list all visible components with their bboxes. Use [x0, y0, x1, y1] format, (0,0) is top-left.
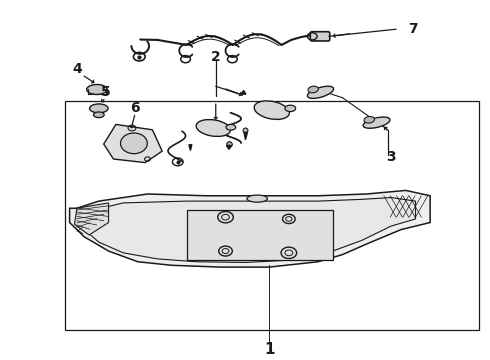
Ellipse shape — [121, 133, 147, 154]
Ellipse shape — [308, 86, 318, 93]
Ellipse shape — [285, 105, 295, 112]
Polygon shape — [241, 91, 246, 94]
Ellipse shape — [307, 86, 334, 98]
Polygon shape — [74, 203, 109, 235]
Polygon shape — [104, 125, 162, 163]
Ellipse shape — [94, 112, 104, 118]
Ellipse shape — [364, 117, 374, 123]
Text: 7: 7 — [408, 22, 418, 36]
Text: 4: 4 — [72, 62, 82, 76]
Polygon shape — [82, 198, 416, 262]
Text: 6: 6 — [130, 102, 140, 116]
Polygon shape — [244, 132, 247, 140]
Ellipse shape — [90, 104, 108, 113]
Text: 5: 5 — [101, 85, 111, 99]
Text: 3: 3 — [386, 149, 396, 163]
Ellipse shape — [247, 195, 268, 202]
Ellipse shape — [363, 117, 390, 128]
Polygon shape — [226, 145, 231, 149]
FancyBboxPatch shape — [187, 210, 333, 260]
Polygon shape — [189, 145, 192, 150]
Text: 2: 2 — [211, 50, 220, 64]
Ellipse shape — [196, 120, 230, 136]
Polygon shape — [70, 190, 430, 267]
Ellipse shape — [254, 101, 290, 120]
Ellipse shape — [87, 85, 107, 94]
Ellipse shape — [226, 125, 236, 130]
FancyBboxPatch shape — [310, 32, 330, 41]
Text: 1: 1 — [264, 342, 274, 357]
Bar — [65, 101, 479, 329]
